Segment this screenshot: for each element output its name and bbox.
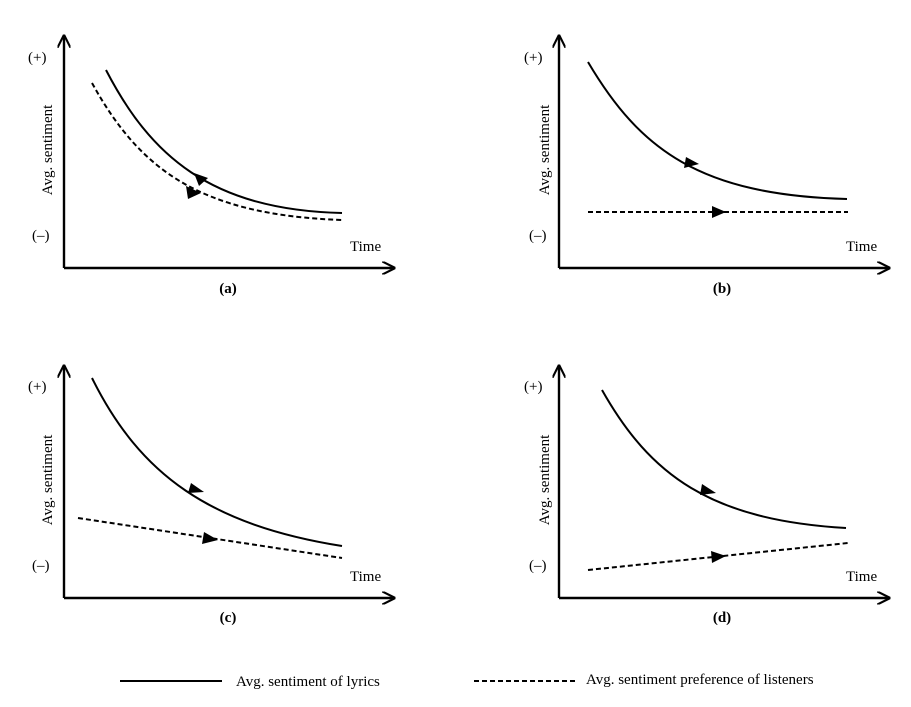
panel-c-listeners-arrow bbox=[202, 532, 218, 544]
panel-b-x-axis-label: Time bbox=[846, 239, 877, 255]
panel-b-caption: (b) bbox=[713, 281, 731, 297]
legend-lyrics-label: Avg. sentiment of lyrics bbox=[236, 674, 380, 690]
panel-d-y-bottom-label: (–) bbox=[529, 558, 547, 574]
panel-c-caption: (c) bbox=[220, 610, 237, 626]
panel-b-y-axis-label: Avg. sentiment bbox=[537, 104, 553, 195]
panel-b-lyrics-arrow bbox=[684, 157, 699, 168]
panel-c-lyrics-curve bbox=[91, 377, 343, 547]
legend: Avg. sentiment of lyrics Avg. sentiment … bbox=[120, 672, 814, 690]
panel-a: (+) (–) Avg. sentiment Time (a) bbox=[28, 36, 394, 297]
panel-a-y-top-label: (+) bbox=[28, 50, 46, 66]
panel-d-caption: (d) bbox=[713, 610, 731, 626]
panel-d-y-axis-label: Avg. sentiment bbox=[537, 434, 553, 525]
panel-a-listeners-arrow bbox=[186, 186, 201, 199]
panel-c-y-axis-label: Avg. sentiment bbox=[40, 434, 56, 525]
panel-b-y-bottom-label: (–) bbox=[529, 228, 547, 244]
panel-a-caption: (a) bbox=[219, 281, 237, 297]
panel-c-lyrics-arrow bbox=[188, 483, 204, 493]
panel-c-y-top-label: (+) bbox=[28, 379, 46, 395]
panel-a-y-axis-label: Avg. sentiment bbox=[40, 104, 56, 195]
panel-b-y-top-label: (+) bbox=[524, 50, 542, 66]
panel-c-listeners-curve bbox=[77, 517, 343, 559]
panel-d-y-top-label: (+) bbox=[524, 379, 542, 395]
panel-d-lyrics-curve bbox=[601, 389, 847, 529]
panel-d-lyrics-arrow bbox=[700, 484, 716, 495]
panel-b-lyrics-curve bbox=[587, 61, 848, 200]
panel-c: (+) (–) Avg. sentiment Time (c) bbox=[28, 366, 394, 626]
panel-a-y-bottom-label: (–) bbox=[32, 228, 50, 244]
panel-d-x-axis-label: Time bbox=[846, 569, 877, 585]
panel-d-listeners-arrow bbox=[711, 551, 726, 563]
panel-a-lyrics-arrow bbox=[194, 173, 208, 186]
panel-a-x-axis-label: Time bbox=[350, 239, 381, 255]
panel-c-x-axis-label: Time bbox=[350, 569, 381, 585]
panel-b-listeners-arrow bbox=[712, 206, 726, 218]
panel-c-y-bottom-label: (–) bbox=[32, 558, 50, 574]
panel-d: (+) (–) Avg. sentiment Time (d) bbox=[524, 366, 889, 626]
panel-b: (+) (–) Avg. sentiment Time (b) bbox=[524, 36, 889, 297]
legend-listeners-label: Avg. sentiment preference of listeners bbox=[586, 672, 814, 688]
panel-a-lyrics-curve bbox=[105, 69, 343, 214]
panel-a-listeners-curve bbox=[91, 82, 343, 221]
